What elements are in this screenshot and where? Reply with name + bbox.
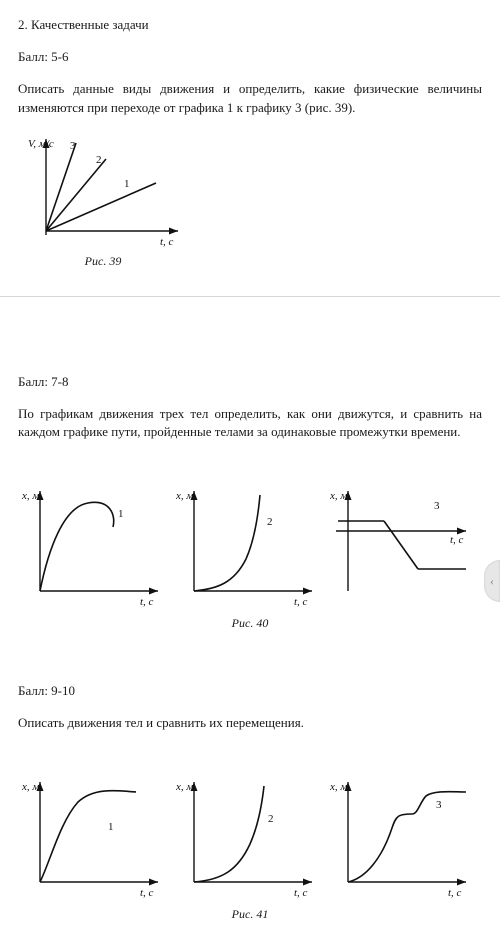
figure-40: x, м t, с 1 x, м t, с 2 x, м t, с 3 Рис. 40 <box>18 481 482 632</box>
svg-text:V, м/с: V, м/с <box>28 138 54 150</box>
svg-text:t, с: t, с <box>450 534 464 546</box>
chart-panel: x, м t, с 2 <box>172 481 322 611</box>
figure-40-caption: Рис. 40 <box>18 615 482 632</box>
svg-text:1: 1 <box>118 508 124 520</box>
svg-text:x, м: x, м <box>175 490 193 502</box>
svg-text:3: 3 <box>70 140 76 152</box>
task2-desc: По графикам движения трех тел определить… <box>18 405 482 441</box>
svg-text:t, с: t, с <box>294 887 308 899</box>
figure-39: V, м/с t, с 3 2 1 Рис. 39 <box>18 131 188 270</box>
figure-41: x, м t, с 1 x, м t, с 2 x, м t, с 3 Рис. 41 <box>18 772 482 923</box>
figure-41-caption: Рис. 41 <box>18 906 482 923</box>
svg-text:2: 2 <box>268 813 274 825</box>
chart-panel: x, м t, с 1 <box>18 481 168 611</box>
scroll-handle-icon[interactable]: ‹ <box>484 560 500 602</box>
task1-desc: Описать данные виды движения и определит… <box>18 80 482 116</box>
task3-score: Балл: 9-10 <box>18 682 482 700</box>
separator <box>0 296 500 297</box>
svg-text:t, с: t, с <box>160 236 174 248</box>
chart-panel: x, м t, с 3 <box>326 772 476 902</box>
task2-score: Балл: 7-8 <box>18 373 482 391</box>
task1-score: Балл: 5-6 <box>18 48 482 66</box>
svg-text:t, с: t, с <box>448 887 462 899</box>
svg-text:t, с: t, с <box>140 887 154 899</box>
svg-text:3: 3 <box>434 500 440 512</box>
chart-panel: x, м t, с 2 <box>172 772 322 902</box>
svg-text:t, с: t, с <box>294 596 308 608</box>
svg-text:x, м: x, м <box>329 490 347 502</box>
chart-panel: x, м t, с 3 <box>326 481 476 611</box>
svg-text:2: 2 <box>96 154 102 166</box>
svg-text:x, м: x, м <box>21 490 39 502</box>
task3-desc: Описать движения тел и сравнить их перем… <box>18 714 482 732</box>
svg-text:x, м: x, м <box>329 781 347 793</box>
svg-text:1: 1 <box>108 821 114 833</box>
svg-text:2: 2 <box>267 516 273 528</box>
svg-text:1: 1 <box>124 178 130 190</box>
section-title: 2. Качественные задачи <box>18 16 482 34</box>
figure-39-caption: Рис. 39 <box>18 253 188 270</box>
svg-text:x, м: x, м <box>175 781 193 793</box>
svg-text:t, с: t, с <box>140 596 154 608</box>
chart-panel: x, м t, с 1 <box>18 772 168 902</box>
svg-text:3: 3 <box>436 799 442 811</box>
svg-text:x, м: x, м <box>21 781 39 793</box>
